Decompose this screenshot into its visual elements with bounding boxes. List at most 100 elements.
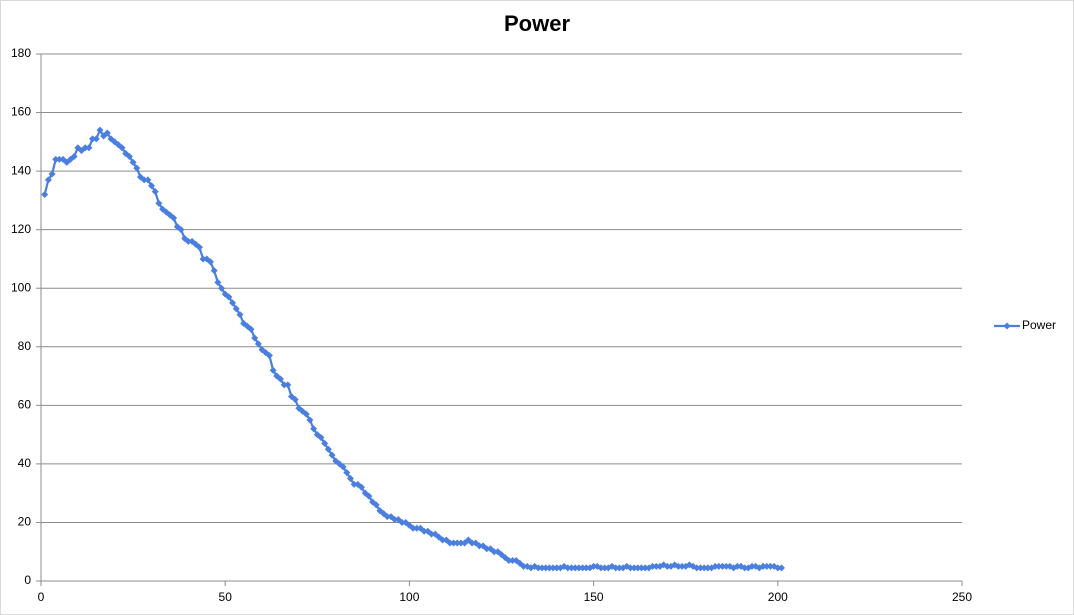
point	[483, 545, 491, 553]
point	[254, 340, 262, 348]
chart-title: Power	[504, 11, 570, 36]
point	[247, 325, 255, 333]
y-tick-label: 0	[24, 573, 31, 587]
point	[615, 564, 623, 572]
point	[704, 564, 712, 572]
point	[538, 564, 546, 572]
point	[343, 469, 351, 477]
point	[564, 564, 572, 572]
point	[641, 564, 649, 572]
point	[420, 527, 428, 535]
x-tick-label: 0	[38, 590, 45, 604]
point	[218, 284, 226, 292]
point	[321, 439, 329, 447]
point	[324, 445, 332, 453]
point	[719, 562, 727, 570]
point	[346, 475, 354, 483]
point	[48, 170, 56, 178]
point	[766, 562, 774, 570]
point	[722, 562, 730, 570]
point	[763, 562, 771, 570]
point	[777, 564, 785, 572]
point	[184, 237, 192, 245]
point	[450, 539, 458, 547]
point	[317, 434, 325, 442]
point	[92, 135, 100, 143]
point	[741, 564, 749, 572]
point	[210, 267, 218, 275]
point	[328, 451, 336, 459]
point	[700, 564, 708, 572]
point	[468, 539, 476, 547]
point	[630, 564, 638, 572]
point	[509, 557, 517, 565]
y-tick-label: 80	[18, 339, 32, 353]
point	[582, 564, 590, 572]
y-tick-label: 120	[11, 222, 31, 236]
point	[553, 564, 561, 572]
point	[155, 199, 163, 207]
point	[383, 513, 391, 521]
point	[302, 410, 310, 418]
y-tick-label: 160	[11, 105, 31, 119]
x-tick-label: 150	[584, 590, 604, 604]
point	[81, 144, 89, 152]
point	[229, 299, 237, 307]
point	[520, 562, 528, 570]
point	[55, 155, 63, 163]
point	[129, 158, 137, 166]
point	[696, 564, 704, 572]
point	[652, 562, 660, 570]
point	[206, 258, 214, 266]
point	[759, 562, 767, 570]
point	[475, 542, 483, 550]
point	[284, 381, 292, 389]
x-tick-label: 50	[219, 590, 233, 604]
point	[89, 135, 97, 143]
y-tick-label: 140	[11, 163, 31, 177]
point	[649, 562, 657, 570]
legend-label: Power	[1022, 318, 1056, 332]
y-tick-label: 100	[11, 280, 31, 294]
point	[748, 562, 756, 570]
point	[715, 562, 723, 570]
point	[225, 293, 233, 301]
point	[601, 564, 609, 572]
point	[446, 539, 454, 547]
point	[674, 562, 682, 570]
point	[505, 557, 513, 565]
point	[140, 176, 148, 184]
point	[125, 152, 133, 160]
y-tick-label: 20	[18, 515, 32, 529]
point	[44, 176, 52, 184]
point	[457, 539, 465, 547]
point	[663, 562, 671, 570]
point	[545, 564, 553, 572]
point	[291, 395, 299, 403]
point	[70, 152, 78, 160]
point	[678, 562, 686, 570]
point	[597, 564, 605, 572]
point	[103, 129, 111, 137]
point	[575, 564, 583, 572]
point	[391, 516, 399, 524]
point	[637, 564, 645, 572]
point	[542, 564, 550, 572]
point	[339, 463, 347, 471]
point	[276, 375, 284, 383]
point	[549, 564, 557, 572]
point	[236, 311, 244, 319]
legend-marker	[1003, 322, 1011, 330]
point	[490, 548, 498, 556]
y-tick-label: 60	[18, 398, 32, 412]
point	[413, 524, 421, 532]
y-tick-label: 180	[11, 46, 31, 60]
point	[612, 564, 620, 572]
point	[151, 188, 159, 196]
point	[626, 564, 634, 572]
point	[534, 564, 542, 572]
point	[269, 366, 277, 374]
point	[232, 305, 240, 313]
